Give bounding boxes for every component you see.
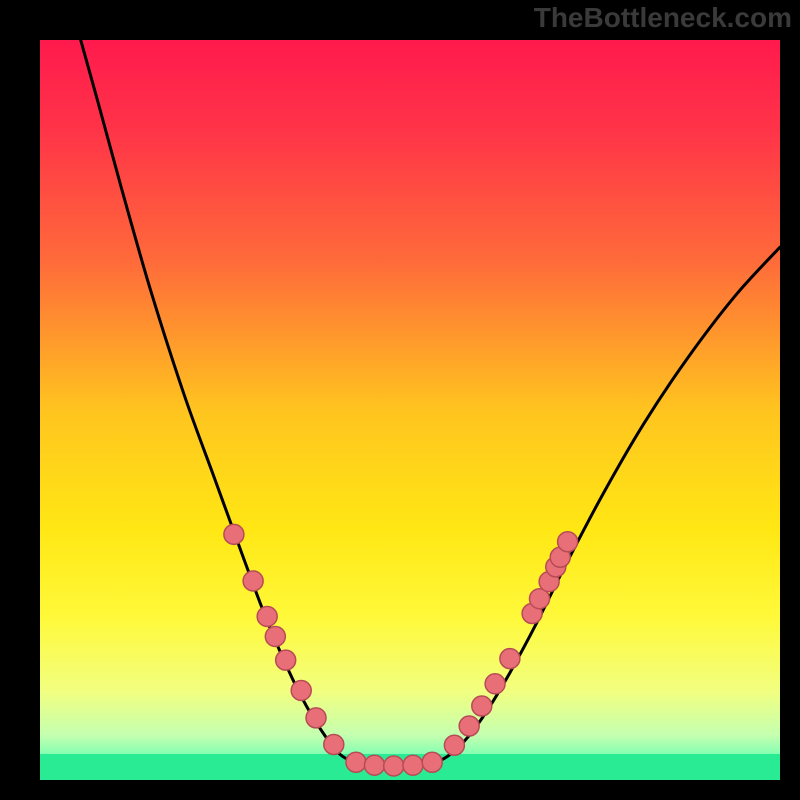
data-marker	[224, 524, 244, 544]
data-marker	[472, 696, 492, 716]
data-marker	[265, 626, 285, 646]
data-marker	[257, 606, 277, 626]
data-marker	[346, 752, 366, 772]
data-marker	[500, 649, 520, 669]
data-marker	[276, 650, 296, 670]
plot-area	[40, 40, 780, 780]
data-marker	[306, 708, 326, 728]
stage: TheBottleneck.com	[0, 0, 800, 800]
data-marker	[364, 755, 384, 775]
data-marker	[422, 752, 442, 772]
data-marker	[485, 674, 505, 694]
data-marker	[384, 756, 404, 776]
data-marker	[324, 734, 344, 754]
data-marker	[243, 571, 263, 591]
data-marker	[444, 735, 464, 755]
watermark-text: TheBottleneck.com	[534, 2, 792, 34]
bottleneck-curve	[81, 40, 780, 767]
chart-svg-layer	[40, 40, 780, 780]
data-marker	[291, 680, 311, 700]
data-marker	[558, 532, 578, 552]
data-marker	[459, 716, 479, 736]
data-marker	[403, 755, 423, 775]
